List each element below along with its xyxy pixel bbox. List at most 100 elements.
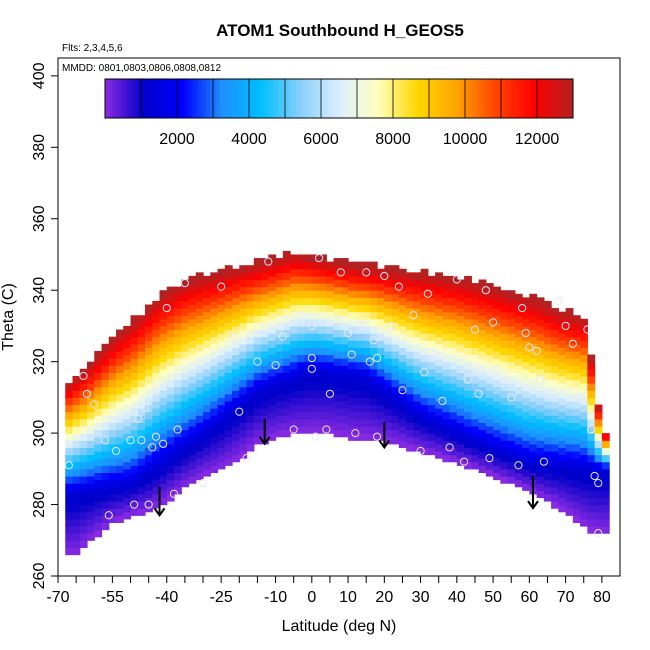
heatmap-cell: [145, 475, 153, 484]
heatmap-cell: [493, 322, 501, 331]
heatmap-cell: [413, 393, 422, 402]
heatmap-cell: [456, 450, 465, 459]
x-tick-label: -40: [155, 589, 178, 606]
heatmap-cell: [181, 450, 190, 459]
heatmap-cell: [101, 372, 110, 381]
heatmap-cell: [500, 340, 509, 348]
heatmap-cell: [181, 300, 190, 309]
heatmap-cell: [565, 365, 574, 373]
x-tick-label: 20: [375, 589, 393, 606]
heatmap-cell: [195, 372, 204, 381]
colorbar-segment: [558, 79, 563, 118]
heatmap-cell: [420, 283, 429, 291]
heatmap-cell: [333, 350, 342, 359]
heatmap-cell: [536, 397, 545, 406]
heatmap-cell: [326, 354, 335, 363]
heatmap-cell: [239, 429, 248, 438]
heatmap-cell: [572, 500, 581, 509]
observation-point: [180, 278, 190, 288]
heatmap-cell: [493, 365, 501, 373]
heatmap-cell: [529, 386, 538, 395]
heatmap-cell: [587, 361, 596, 370]
heatmap-cell: [413, 343, 422, 352]
heatmap-cell: [464, 390, 472, 398]
heatmap-cell: [362, 297, 371, 306]
heatmap-cell: [369, 268, 378, 277]
observation-point: [307, 364, 316, 373]
heatmap-cell: [232, 447, 240, 456]
heatmap-cell: [333, 415, 342, 423]
heatmap-cell: [130, 493, 139, 502]
heatmap-cell: [442, 333, 451, 341]
heatmap-cell: [159, 497, 168, 506]
heatmap-cell: [224, 422, 233, 431]
heatmap-cell: [536, 490, 545, 499]
heatmap-cell: [413, 408, 422, 416]
heatmap-cell: [253, 365, 262, 373]
heatmap-cell: [152, 415, 161, 423]
heatmap-cell: [290, 404, 298, 413]
heatmap-cell: [478, 358, 487, 366]
heatmap-cell: [181, 408, 190, 416]
heatmap-cell: [500, 318, 509, 327]
heatmap-cell: [108, 358, 117, 366]
observation-point: [148, 443, 157, 452]
heatmap-cell: [485, 375, 494, 384]
heatmap-cell: [159, 418, 168, 427]
heatmap-cell: [108, 343, 117, 352]
heatmap-cell: [543, 336, 552, 345]
heatmap-cell: [304, 361, 313, 370]
heatmap-cell: [580, 483, 588, 491]
heatmap-cell: [377, 297, 385, 306]
heatmap-cell: [65, 390, 74, 398]
heatmap-cell: [253, 265, 262, 273]
heatmap-cell: [166, 458, 175, 466]
heatmap-cell: [391, 436, 400, 445]
heatmap-cell: [319, 297, 327, 306]
heatmap-cell: [275, 293, 284, 302]
heatmap-cell: [311, 368, 320, 377]
heatmap-cell: [507, 440, 516, 448]
heatmap-cell: [543, 408, 552, 416]
heatmap-cell: [101, 343, 110, 352]
heatmap-cell: [174, 350, 182, 359]
heatmap-cell: [427, 275, 436, 284]
colorbar-segment: [213, 79, 218, 118]
heatmap-cell: [391, 329, 400, 338]
heatmap-cell: [391, 386, 400, 395]
heatmap-cell: [435, 315, 443, 323]
heatmap-cell: [413, 300, 422, 309]
heatmap-cell: [471, 325, 480, 334]
observation-point: [488, 318, 498, 327]
heatmap-cell: [311, 311, 320, 320]
heatmap-cell: [543, 450, 552, 459]
heatmap-cell: [493, 386, 501, 395]
heatmap-cell: [232, 304, 240, 313]
heatmap-cell: [297, 297, 306, 306]
heatmap-cell: [362, 261, 371, 270]
colorbar-segment: [177, 79, 182, 118]
heatmap-cell: [507, 425, 516, 434]
heatmap-cell: [377, 318, 385, 327]
heatmap-cell: [333, 429, 342, 438]
heatmap-cell: [116, 486, 124, 495]
heatmap-cell: [507, 461, 516, 470]
observation-point: [126, 436, 135, 445]
heatmap-cell: [485, 347, 494, 356]
heatmap-cell: [297, 261, 306, 270]
heatmap-cell: [152, 493, 161, 502]
heatmap-cell: [362, 375, 371, 384]
y-tick-label: 340: [31, 277, 48, 304]
heatmap-cell: [116, 350, 124, 359]
heatmap-cell: [261, 300, 269, 309]
heatmap-cell: [493, 450, 501, 459]
heatmap-cell: [65, 475, 74, 484]
heatmap-cell: [188, 290, 197, 298]
heatmap-cell: [145, 361, 153, 370]
heatmap-cell: [551, 365, 559, 373]
heatmap-cell: [543, 315, 552, 323]
heatmap-cell: [442, 297, 451, 306]
heatmap-cell: [145, 304, 153, 313]
heatmap-cell: [239, 293, 248, 302]
heatmap-cell: [435, 329, 443, 338]
